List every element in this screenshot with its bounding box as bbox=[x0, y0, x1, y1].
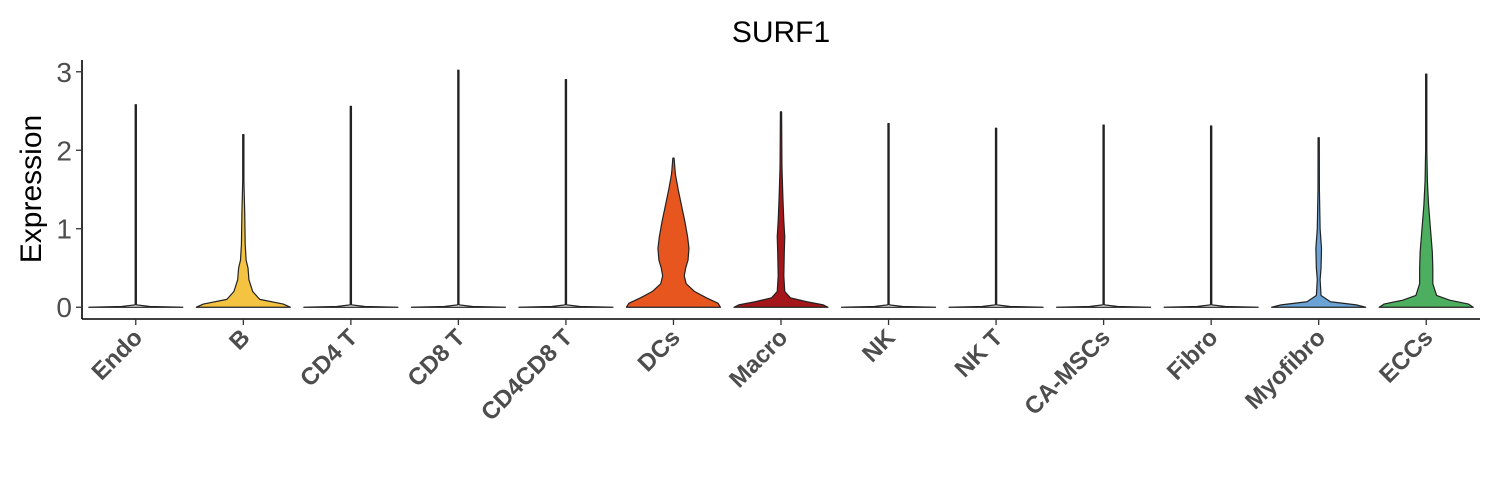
x-tick-label: B bbox=[224, 324, 255, 355]
violin-cd4-t bbox=[303, 105, 399, 308]
x-tick-label: CD4 T bbox=[295, 324, 363, 392]
x-tick-label: NK bbox=[857, 324, 901, 368]
violin-macro bbox=[733, 111, 829, 308]
violin-cd8-t bbox=[410, 69, 506, 308]
y-tick-label: 2 bbox=[56, 135, 72, 166]
violin-eccs bbox=[1378, 73, 1474, 308]
x-tick-label: Myofibro bbox=[1240, 324, 1331, 415]
y-tick-label: 0 bbox=[56, 292, 72, 323]
violin-myofibro bbox=[1271, 137, 1367, 308]
x-tick-label: ECCs bbox=[1374, 324, 1438, 388]
violin-nk bbox=[840, 122, 937, 308]
violin-cd4cd8-t bbox=[518, 79, 614, 308]
x-tick-label: Macro bbox=[724, 324, 793, 393]
violin-fibro bbox=[1163, 125, 1259, 308]
x-tick-label: NK T bbox=[950, 324, 1009, 383]
x-tick-label: CA-MSCs bbox=[1019, 324, 1115, 420]
x-tick-label: CD8 T bbox=[403, 324, 471, 392]
violin-nk-t bbox=[948, 127, 1044, 308]
x-tick-label: Endo bbox=[86, 324, 148, 386]
y-tick-label: 3 bbox=[56, 57, 72, 88]
x-tick-label: CD4CD8 T bbox=[476, 324, 578, 426]
violin-ca-mscs bbox=[1056, 124, 1152, 308]
violin-dcs bbox=[625, 157, 722, 308]
y-ticks: 0 1 2 3 bbox=[56, 57, 82, 323]
chart-title: SURF1 bbox=[732, 16, 830, 49]
x-tick-label: Fibro bbox=[1162, 324, 1224, 386]
y-tick-label: 1 bbox=[56, 214, 72, 245]
violin-endo bbox=[88, 104, 184, 308]
x-tick-label: DCs bbox=[633, 324, 686, 377]
y-axis-label: Expression bbox=[15, 115, 48, 263]
violin-b bbox=[195, 133, 291, 308]
violin-group bbox=[88, 69, 1474, 308]
x-ticks: Endo B CD4 T CD8 T CD4CD8 T DCs Macro NK NK T CA-… bbox=[86, 319, 1438, 426]
